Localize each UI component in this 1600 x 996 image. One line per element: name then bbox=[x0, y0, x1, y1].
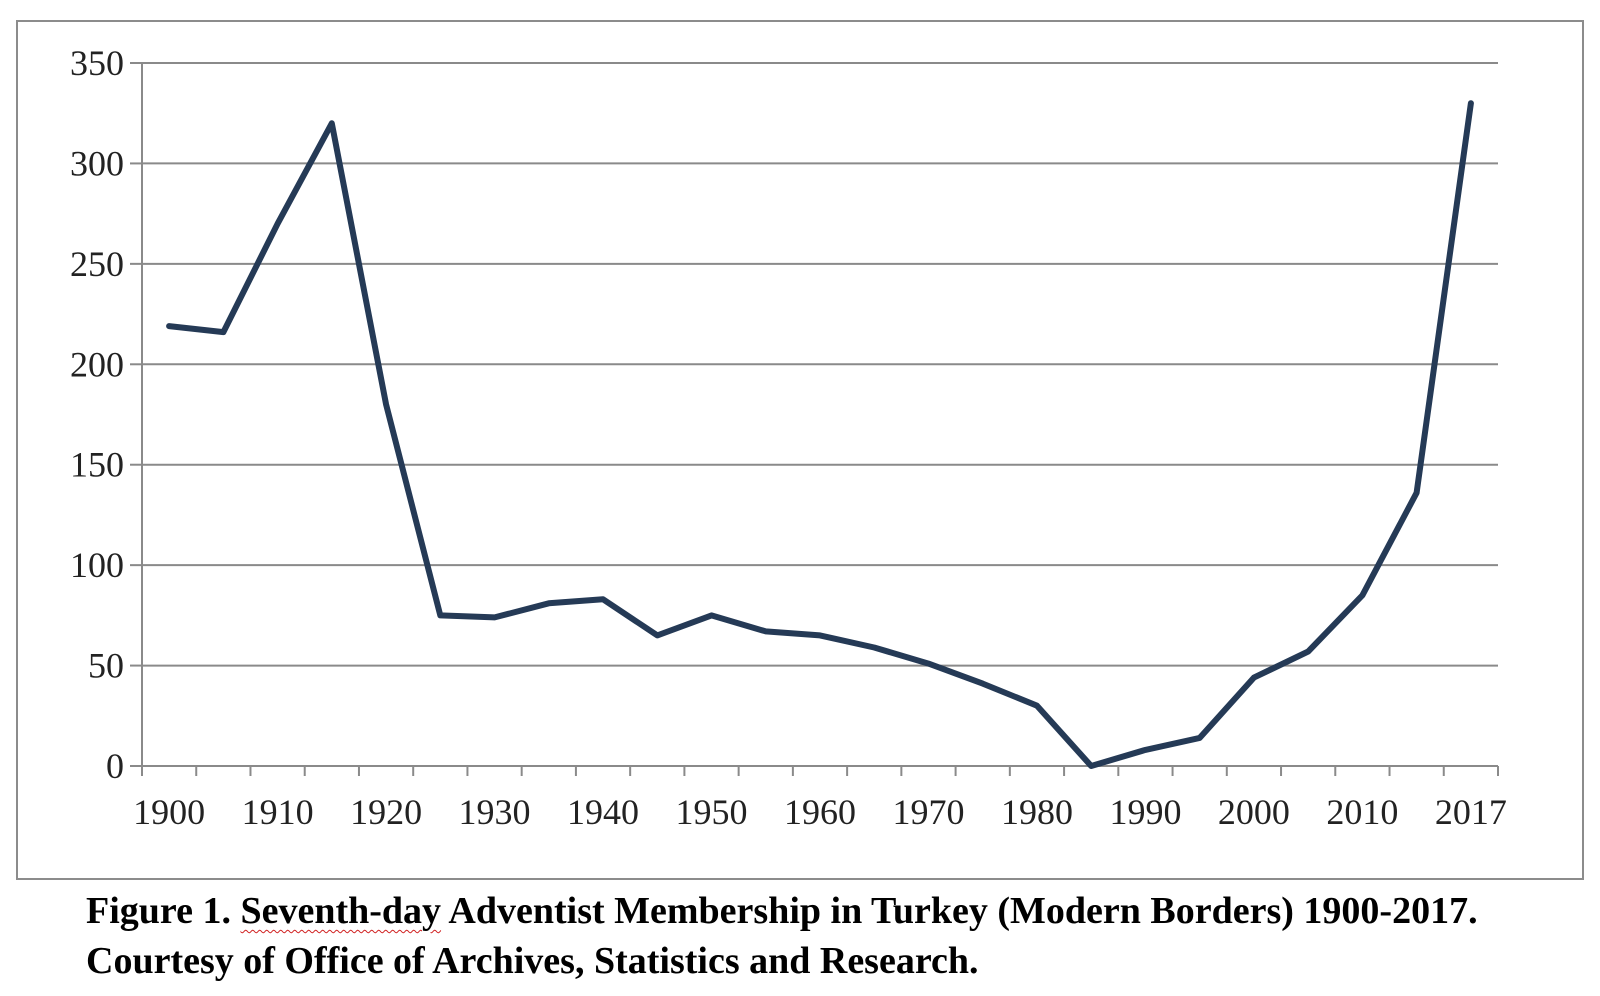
caption-spellcheck-word: Seventh-day bbox=[240, 890, 442, 932]
line-chart: 0 50 100 150 200 250 300 350 1900 1910 1920 1930 194… bbox=[70, 43, 1507, 832]
x-tick-label: 1980 bbox=[1001, 792, 1073, 832]
x-tick-label: 2000 bbox=[1218, 792, 1290, 832]
y-tick-label: 100 bbox=[70, 545, 124, 585]
data-point bbox=[926, 662, 930, 666]
x-tick-label: 1900 bbox=[133, 792, 205, 832]
data-point bbox=[1252, 676, 1256, 680]
x-tick-label: 1940 bbox=[567, 792, 639, 832]
data-point bbox=[276, 222, 280, 226]
data-point bbox=[493, 615, 497, 619]
data-point bbox=[710, 613, 714, 617]
y-tick-label: 300 bbox=[70, 143, 124, 183]
data-point bbox=[1415, 491, 1419, 495]
x-tick-label: 1950 bbox=[676, 792, 748, 832]
caption-rest: Adventist Membership in Turkey (Modern B… bbox=[86, 890, 1478, 982]
data-point bbox=[330, 121, 334, 125]
data-point bbox=[601, 597, 605, 601]
data-point bbox=[1469, 101, 1473, 105]
data-point bbox=[1306, 650, 1310, 654]
x-tick-label: 1930 bbox=[459, 792, 531, 832]
data-point bbox=[764, 629, 768, 633]
data-point bbox=[818, 633, 822, 637]
chart-frame: 0 50 100 150 200 250 300 350 1900 1910 1920 1930 194… bbox=[16, 20, 1584, 880]
y-tick-label: 50 bbox=[88, 646, 124, 686]
series-line bbox=[166, 100, 1474, 769]
x-tick-label: 1970 bbox=[892, 792, 964, 832]
y-tick-label: 0 bbox=[106, 746, 124, 786]
data-point bbox=[1143, 748, 1147, 752]
x-tick-label: 1960 bbox=[784, 792, 856, 832]
x-tick-label: 2010 bbox=[1326, 792, 1398, 832]
data-point bbox=[547, 601, 551, 605]
data-point bbox=[167, 324, 171, 328]
x-tick-label: 1920 bbox=[350, 792, 422, 832]
data-point bbox=[438, 613, 442, 617]
data-point bbox=[655, 633, 659, 637]
y-tick-label: 200 bbox=[70, 344, 124, 384]
data-point bbox=[221, 330, 225, 334]
data-point bbox=[981, 682, 985, 686]
y-tick-label: 350 bbox=[70, 43, 124, 83]
data-point bbox=[1198, 736, 1202, 740]
figure-caption: Figure 1. Seventh-day Adventist Membersh… bbox=[86, 886, 1586, 986]
x-tick-label: 1910 bbox=[242, 792, 314, 832]
data-point bbox=[384, 402, 388, 406]
data-point bbox=[1360, 593, 1364, 597]
y-tick-label: 250 bbox=[70, 244, 124, 284]
x-tick-label: 1990 bbox=[1109, 792, 1181, 832]
data-point bbox=[1089, 764, 1093, 768]
data-point bbox=[1035, 704, 1039, 708]
caption-prefix: Figure 1. bbox=[86, 890, 241, 932]
x-tick-label: 2017 bbox=[1435, 792, 1507, 832]
data-point bbox=[872, 645, 876, 649]
y-tick-label: 150 bbox=[70, 445, 124, 485]
